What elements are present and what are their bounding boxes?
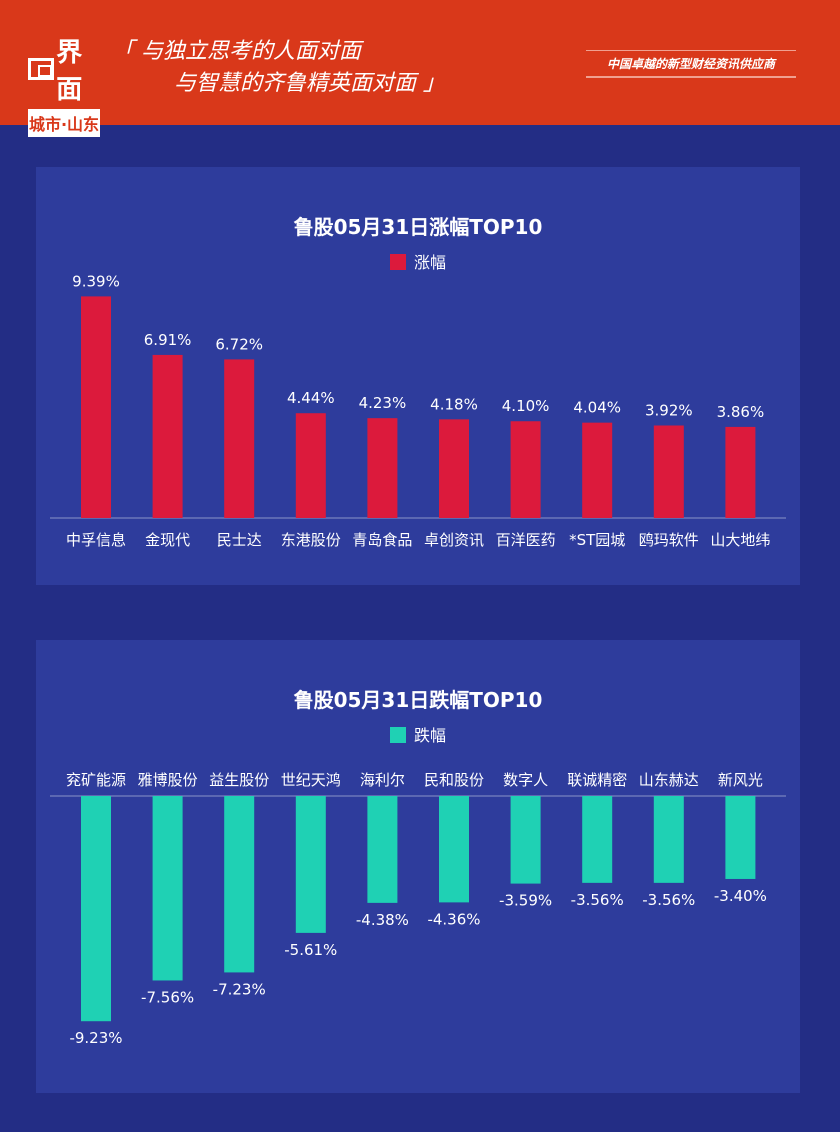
chart-title: 鲁股05月31日涨幅TOP10 [293,215,543,239]
bar [653,796,684,883]
logo-subtitle: 城市·山东 [28,109,100,137]
bar [295,413,326,518]
bar [653,425,684,518]
category-label: 青岛食品 [352,531,412,549]
data-label: 4.18% [430,395,478,413]
bar [152,354,183,518]
bar [224,796,255,973]
data-label: -4.36% [427,910,480,928]
legend-swatch [389,254,406,270]
chart-title: 鲁股05月31日跌幅TOP10 [293,688,543,712]
bar [367,796,398,903]
data-label: -5.61% [284,941,337,959]
category-label: 兖矿能源 [66,771,126,789]
losers-chart: -9.23% 兖矿能源 -7.56% 雅博股份 -7.23% 益生股份 -5.61% 世纪天鸿… [50,771,786,1047]
data-label: 3.86% [717,403,765,421]
data-label: -3.40% [714,887,767,905]
slogan: 「 与独立思考的人面对面 与智慧的齐鲁精英面对面 」 [112,36,445,100]
gainers-panel: 鲁股05月31日涨幅TOP10 涨幅 9.39% 中孚信息 6.91% 金现代 6.72… [36,167,800,585]
logo-icon [28,58,55,80]
category-label: 民和股份 [424,771,484,789]
category-label: 雅博股份 [138,771,198,789]
bar [81,796,111,1022]
logo: 界面 城市·山东 [28,32,100,137]
slogan-line-2: 与智慧的齐鲁精英面对面 」 [174,71,445,96]
data-label: 6.72% [215,335,263,353]
bar [510,796,541,884]
category-label: 山东赫达 [639,771,699,789]
category-label: 新风光 [718,771,763,789]
tagline: 中国卓越的新型财经资讯供应商 [586,50,796,78]
category-label: 东港股份 [281,531,341,549]
data-label: 9.39% [72,272,120,290]
category-label: 山大地纬 [710,531,770,549]
bar [81,296,111,518]
category-label: 世纪天鸿 [281,771,341,789]
slogan-line-1: 「 与独立思考的人面对面 [112,39,361,64]
legend: 跌幅 [36,722,800,746]
bar [725,426,756,518]
losers-panel: 鲁股05月31日跌幅TOP10 跌幅 -9.23% 兖矿能源 -7.56% 雅博股份 -… [36,640,800,1093]
category-label: 百洋医药 [496,531,556,549]
data-label: 4.44% [287,389,335,407]
data-label: -7.56% [141,988,194,1006]
bar [439,796,469,903]
legend-label: 跌幅 [413,726,446,745]
data-label: -3.59% [499,892,552,910]
data-label: -7.23% [213,980,266,998]
data-label: -4.38% [356,911,409,929]
legend-swatch [389,727,406,743]
category-label: 数字人 [503,771,548,789]
bar [295,796,326,933]
gainers-chart: 9.39% 中孚信息 6.91% 金现代 6.72% 民士达 4.44% 东港股份 4.23% 青… [50,272,786,549]
data-label: 4.04% [573,399,621,417]
data-label: 4.10% [502,397,550,415]
logo-text: 界面 [56,38,83,105]
category-label: 海利尔 [360,771,405,789]
legend: 涨幅 [36,249,800,273]
bar [582,422,613,518]
category-label: 鸥玛软件 [639,531,699,549]
bar [152,796,183,981]
category-label: 民士达 [217,531,262,549]
category-label: 金现代 [145,531,190,549]
bar [367,418,398,518]
bar [224,359,255,518]
category-label: *ST园城 [569,531,625,549]
data-label: 4.23% [359,394,407,412]
bar [582,796,613,883]
data-label: -9.23% [69,1029,122,1047]
bar [510,421,541,518]
category-label: 益生股份 [209,771,269,789]
data-label: 3.92% [645,401,693,419]
category-label: 卓创资讯 [424,531,484,549]
bar [725,796,756,879]
legend-label: 涨幅 [413,253,446,272]
data-label: -3.56% [571,891,624,909]
header-banner: 界面 城市·山东 「 与独立思考的人面对面 与智慧的齐鲁精英面对面 」 中国卓越… [0,0,840,137]
data-label: 6.91% [144,331,192,349]
category-label: 联诚精密 [567,771,627,789]
data-label: -3.56% [642,891,695,909]
bar [439,419,469,518]
category-label: 中孚信息 [66,531,126,549]
